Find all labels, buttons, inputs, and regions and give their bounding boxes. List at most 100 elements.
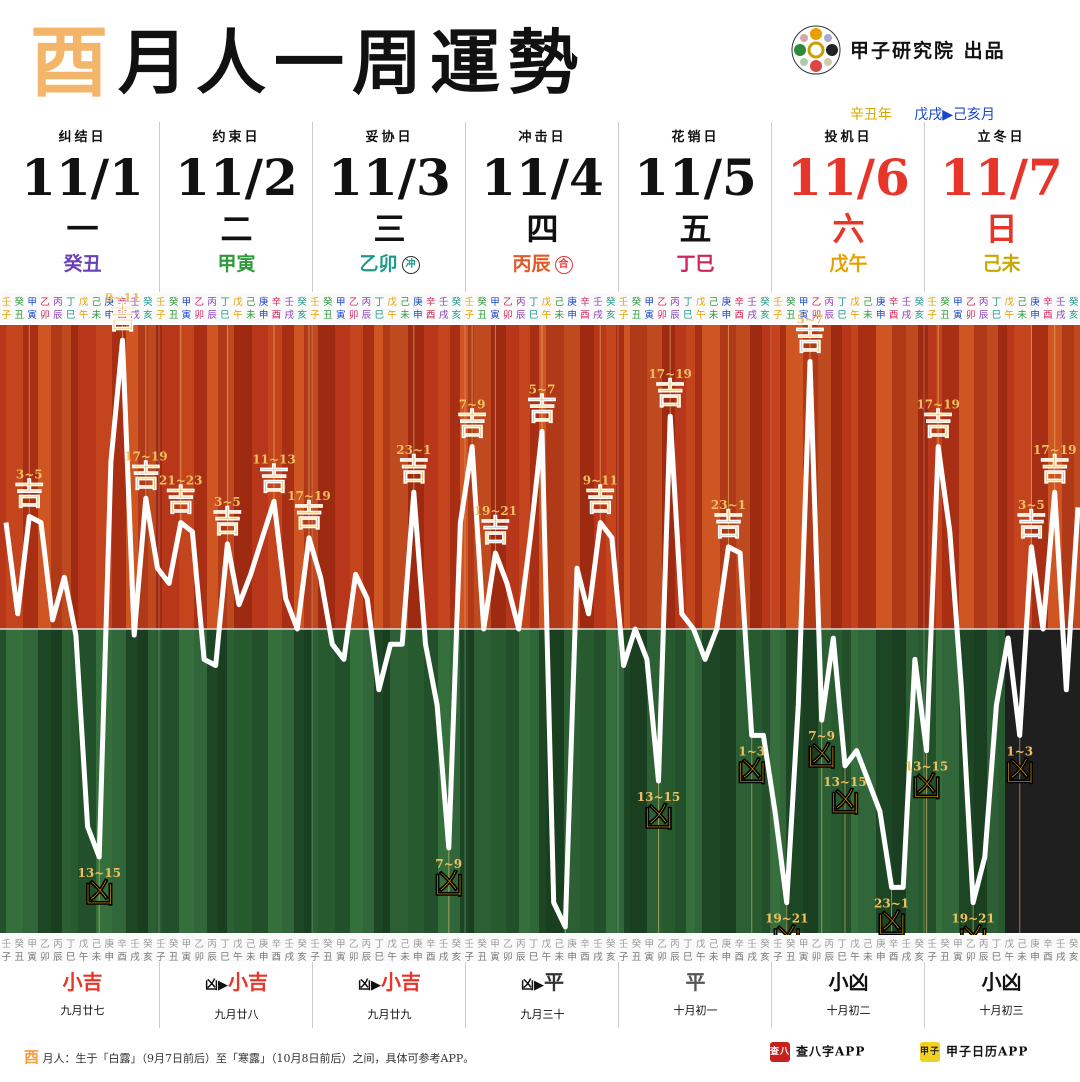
strip-stem: 壬 <box>593 297 603 308</box>
strip-branch: 戌 <box>1056 951 1066 961</box>
strip-branch: 申 <box>876 951 886 961</box>
strip-stem: 辛 <box>117 938 127 950</box>
strip-stem: 戊 <box>542 938 552 950</box>
strip-stem: 丁 <box>683 297 693 308</box>
strip-branch: 卯 <box>657 952 667 961</box>
strip-stem: 癸 <box>15 938 25 950</box>
strip-stem: 癸 <box>940 938 950 950</box>
strip-branch: 未 <box>709 951 719 961</box>
strip-branch: 卯 <box>812 952 822 961</box>
day-date: 11/2 <box>175 148 298 207</box>
strip-branch: 丑 <box>15 310 25 321</box>
strip-stem: 戊 <box>696 296 706 308</box>
strip-branch: 戌 <box>747 309 757 321</box>
day-weekday: 二 <box>220 210 253 248</box>
strip-branch: 申 <box>567 309 577 321</box>
strip-stem: 癸 <box>786 938 796 950</box>
strip-branch: 辰 <box>207 310 217 321</box>
annotation-ji: 吉 <box>131 459 161 494</box>
strip-branch: 午 <box>233 951 243 961</box>
strip-stem: 壬 <box>927 939 937 950</box>
strip-branch: 亥 <box>297 951 307 961</box>
calendar-app-icon: 甲子 <box>920 1042 940 1062</box>
bg-stripe-bottom <box>318 629 336 933</box>
strip-branch: 酉 <box>117 952 127 961</box>
bg-stripe-top <box>686 325 696 629</box>
bg-stripe-bottom <box>998 629 1008 933</box>
strip-stem: 辛 <box>889 296 899 308</box>
day-tag: 投机日 <box>824 130 873 145</box>
bg-stripe-top <box>906 325 919 629</box>
strip-branch: 巳 <box>220 952 230 961</box>
bg-stripe-top <box>218 325 228 629</box>
strip-branch: 未 <box>555 951 565 961</box>
strip-branch: 戌 <box>747 951 757 961</box>
strip-branch: 酉 <box>426 310 436 321</box>
bg-stripe-bottom <box>335 629 351 933</box>
strip-branch: 亥 <box>760 951 770 961</box>
annotation-ji: 吉 <box>294 499 324 534</box>
rating: 小吉 <box>62 970 103 994</box>
strip-branch: 亥 <box>915 309 925 321</box>
strip-stem: 庚 <box>876 938 886 950</box>
day-header-row: 纠结日 11/1 一 癸丑 约束日 11/2 二 甲寅 妥协日 11/3 三 乙… <box>6 122 1080 292</box>
strip-stem: 丙 <box>670 939 680 950</box>
rating-prefix: 凶▶ <box>358 978 381 993</box>
strip-branch: 申 <box>567 951 577 961</box>
strip-branch: 申 <box>259 951 269 961</box>
annotation-xiong: 凶 <box>912 770 942 805</box>
app-link-calendar[interactable]: 甲子 甲子日历APP <box>920 1042 1028 1062</box>
strip-branch: 丑 <box>477 310 487 321</box>
bg-stripe-bottom <box>780 629 787 933</box>
strip-stem: 甲 <box>336 939 346 950</box>
strip-branch: 寅 <box>490 951 500 961</box>
strip-branch: 亥 <box>452 951 462 961</box>
strip-stem: 庚 <box>105 296 115 308</box>
annotation-hours: 13~15 <box>905 760 948 774</box>
strip-stem: 丙 <box>53 297 63 308</box>
strip-stem: 甲 <box>336 297 346 308</box>
annotation-hours: 3~5 <box>16 468 43 482</box>
strip-stem: 癸 <box>323 938 333 950</box>
bg-stripe-bottom <box>112 629 127 933</box>
bg-stripe-top <box>858 325 877 629</box>
strip-branch: 巳 <box>683 952 693 961</box>
annotation-hours: 5~7 <box>797 312 824 326</box>
strip-stem: 壬 <box>285 939 295 950</box>
strip-stem: 己 <box>92 939 102 950</box>
strip-stem: 戊 <box>387 938 397 950</box>
strip-branch: 子 <box>310 310 320 321</box>
app-link-bazi[interactable]: 查八字查八字APP <box>770 1042 865 1077</box>
strip-stem: 辛 <box>426 938 436 950</box>
bg-stripe-bottom <box>720 629 737 933</box>
bg-stripe-top <box>234 325 253 629</box>
strip-stem: 己 <box>709 297 719 308</box>
strip-stem: 丁 <box>66 939 76 950</box>
strip-stem: 己 <box>555 297 565 308</box>
strip-stem: 丁 <box>66 297 76 308</box>
strip-branch: 卯 <box>812 310 822 321</box>
strip-branch: 辰 <box>53 952 63 961</box>
annotation-ji: 吉 <box>585 484 615 519</box>
bg-stripe-bottom <box>179 629 195 933</box>
strip-stem: 甲 <box>645 297 655 308</box>
strip-branch: 未 <box>92 951 102 961</box>
strip-stem: 辛 <box>272 296 282 308</box>
bg-stripe-bottom <box>138 629 149 933</box>
annotation-hours: 17~19 <box>1033 443 1076 457</box>
day-weekday: 一 <box>66 210 99 248</box>
bg-stripe-top <box>831 325 843 629</box>
bg-stripe-top <box>207 325 219 629</box>
bg-stripe-top <box>438 325 451 629</box>
strip-branch: 寅 <box>645 309 655 321</box>
annotation-xiong: 凶 <box>84 876 114 911</box>
bg-stripe-top <box>1032 325 1049 629</box>
day-weekday: 日 <box>985 210 1018 248</box>
strip-branch: 酉 <box>1043 952 1053 961</box>
strip-branch: 亥 <box>760 309 770 321</box>
strip-stem: 戊 <box>850 296 860 308</box>
strip-stem: 癸 <box>477 296 487 308</box>
day-weekday: 三 <box>373 210 406 248</box>
strip-branch: 子 <box>927 952 937 961</box>
bg-stripe-bottom <box>71 629 79 933</box>
